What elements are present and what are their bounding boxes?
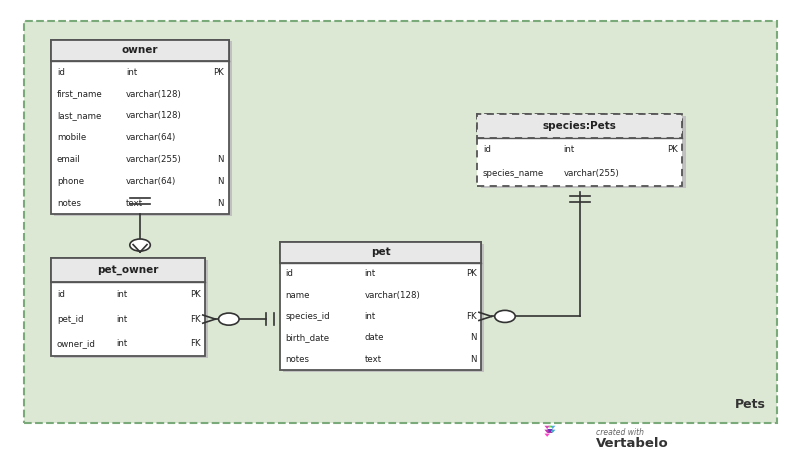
- Text: int: int: [116, 339, 127, 348]
- Text: varchar(255): varchar(255): [126, 155, 181, 164]
- Text: int: int: [116, 290, 127, 299]
- Bar: [51, 258, 205, 283]
- Text: id: id: [286, 269, 294, 278]
- Bar: [51, 258, 205, 356]
- Text: species_id: species_id: [286, 312, 331, 321]
- Text: species_name: species_name: [483, 169, 544, 179]
- Bar: [283, 244, 484, 372]
- Circle shape: [219, 313, 239, 325]
- Text: varchar(64): varchar(64): [126, 133, 176, 142]
- Text: text: text: [126, 199, 143, 207]
- Bar: [24, 21, 777, 423]
- Text: pet_owner: pet_owner: [98, 265, 159, 275]
- Text: int: int: [563, 146, 574, 154]
- Text: varchar(128): varchar(128): [126, 90, 181, 99]
- Text: phone: phone: [57, 177, 84, 186]
- Text: FK: FK: [466, 312, 477, 321]
- Polygon shape: [548, 429, 552, 433]
- Bar: [51, 40, 229, 214]
- Polygon shape: [544, 430, 550, 433]
- Text: int: int: [126, 68, 137, 77]
- Text: pet: pet: [371, 247, 391, 258]
- Bar: [280, 242, 481, 370]
- Polygon shape: [548, 426, 552, 428]
- Text: FK: FK: [190, 315, 200, 324]
- Text: N: N: [470, 354, 477, 364]
- Polygon shape: [548, 429, 552, 432]
- Text: species:Pets: species:Pets: [543, 121, 617, 131]
- Bar: [481, 116, 686, 188]
- Text: email: email: [57, 155, 80, 164]
- Text: id: id: [483, 146, 491, 154]
- Bar: [477, 114, 682, 138]
- Bar: [280, 242, 481, 263]
- Text: varchar(64): varchar(64): [126, 177, 176, 186]
- Text: notes: notes: [57, 199, 80, 207]
- Text: first_name: first_name: [57, 90, 103, 99]
- Polygon shape: [548, 430, 552, 433]
- Bar: [51, 258, 205, 283]
- Text: mobile: mobile: [57, 133, 86, 142]
- Text: owner: owner: [122, 46, 159, 55]
- Bar: [51, 40, 229, 61]
- Polygon shape: [550, 426, 555, 429]
- Circle shape: [495, 310, 515, 322]
- Bar: [51, 40, 229, 61]
- Text: last_name: last_name: [57, 111, 101, 120]
- Text: Vertabelo: Vertabelo: [596, 437, 668, 450]
- Text: int: int: [365, 312, 376, 321]
- Text: varchar(128): varchar(128): [126, 111, 181, 120]
- Text: N: N: [218, 155, 224, 164]
- Text: name: name: [286, 291, 310, 299]
- Text: FK: FK: [190, 339, 200, 348]
- Text: owner_id: owner_id: [57, 339, 95, 348]
- Polygon shape: [544, 433, 550, 437]
- Text: PK: PK: [667, 146, 678, 154]
- Text: int: int: [116, 315, 127, 324]
- Text: int: int: [365, 269, 376, 278]
- Text: created with: created with: [596, 428, 644, 437]
- Text: varchar(255): varchar(255): [563, 169, 619, 179]
- Polygon shape: [544, 426, 550, 429]
- Bar: [54, 260, 208, 358]
- Circle shape: [129, 239, 150, 251]
- Text: varchar(128): varchar(128): [365, 291, 421, 299]
- Text: notes: notes: [286, 354, 309, 364]
- Text: birth_date: birth_date: [286, 333, 330, 342]
- Bar: [54, 41, 232, 216]
- Text: id: id: [57, 68, 65, 77]
- Text: id: id: [57, 290, 65, 299]
- Text: N: N: [218, 177, 224, 186]
- Text: N: N: [470, 333, 477, 342]
- Text: PK: PK: [189, 290, 200, 299]
- Text: N: N: [218, 199, 224, 207]
- Polygon shape: [550, 430, 555, 433]
- Text: date: date: [365, 333, 384, 342]
- Bar: [280, 242, 481, 263]
- Text: text: text: [365, 354, 382, 364]
- Bar: [477, 114, 682, 186]
- Text: Pets: Pets: [735, 398, 765, 411]
- Text: PK: PK: [466, 269, 477, 278]
- Text: pet_id: pet_id: [57, 315, 84, 324]
- Bar: [477, 114, 682, 138]
- Text: PK: PK: [213, 68, 224, 77]
